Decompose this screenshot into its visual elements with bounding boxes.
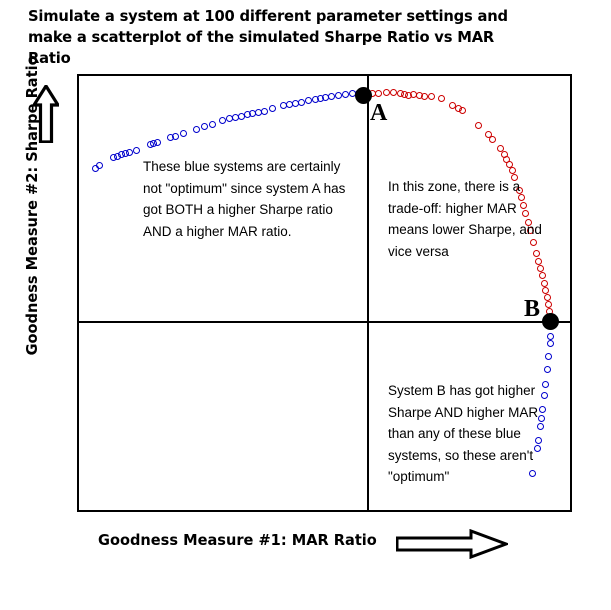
scatter-point (543, 293, 551, 301)
scatter-point (448, 101, 456, 109)
arrow-right-icon (395, 528, 511, 560)
marker-label-b: B (524, 296, 541, 322)
scatter-point (546, 332, 554, 340)
scatter-point (528, 469, 536, 477)
scatter-point (540, 279, 548, 287)
scatter-point (374, 89, 382, 97)
scatter-point (268, 104, 276, 112)
scatter-point (488, 135, 496, 143)
scatter-point (192, 125, 200, 133)
scatter-point (529, 238, 537, 246)
annotation-top-left: These blue systems are certainly not "op… (143, 159, 346, 239)
scatter-point (496, 144, 504, 152)
scatter-point (510, 173, 518, 181)
reference-line-horizontal (77, 321, 572, 323)
scatter-point (304, 96, 312, 104)
scatter-point (537, 414, 545, 422)
y-axis-label: Goodness Measure #2: Sharpe Ratio (23, 54, 41, 356)
scatter-point (382, 88, 390, 96)
reference-line-vertical (367, 74, 369, 512)
scatter-point (534, 257, 542, 265)
scatter-point (208, 120, 216, 128)
scatter-point (474, 121, 482, 129)
scatter-point (538, 405, 546, 413)
scatter-point (132, 146, 140, 154)
plot-frame (77, 74, 572, 512)
scatter-point (536, 422, 544, 430)
scatter-point (260, 107, 268, 115)
scatter-point (297, 98, 305, 106)
scatter-point (427, 92, 435, 100)
scatter-point (508, 166, 516, 174)
scatter-point (218, 116, 226, 124)
scatter-point (524, 218, 532, 226)
scatter-point (334, 91, 342, 99)
scatter-point (519, 201, 527, 209)
scatter-point (95, 161, 103, 169)
scatter-point (538, 271, 546, 279)
scatter-point (521, 209, 529, 217)
scatter-point (458, 106, 466, 114)
scatter-point (540, 391, 548, 399)
scatter-point (171, 132, 179, 140)
scatter-point (341, 90, 349, 98)
scatter-point (179, 129, 187, 137)
scatter-point (153, 138, 161, 146)
scatter-point (515, 186, 523, 194)
scatter-point (327, 92, 335, 100)
scatter-point (541, 380, 549, 388)
y-axis-label-wrap: Goodness Measure #2: Sharpe Ratio (23, 0, 53, 415)
scatter-point (420, 92, 428, 100)
scatter-point (517, 193, 525, 201)
annotation-bottom-right: System B has got higher Sharpe AND highe… (388, 383, 539, 484)
scatter-point (484, 130, 492, 138)
scatter-point (389, 88, 397, 96)
scatter-point (536, 264, 544, 272)
scatter-point (533, 444, 541, 452)
scatter-point (526, 226, 534, 234)
scatter-point (546, 339, 554, 347)
scatter-point (125, 148, 133, 156)
marker-label-a: A (370, 100, 388, 126)
scatter-point (437, 94, 445, 102)
scatter-point (543, 365, 551, 373)
scatter-point (534, 436, 542, 444)
figure-title: Simulate a system at 100 different param… (28, 7, 508, 67)
scatter-point (544, 300, 552, 308)
annotation-top-right: In this zone, there is a trade-off: high… (388, 179, 542, 259)
marker-point-b (541, 312, 559, 330)
scatter-point (544, 352, 552, 360)
marker-point-a (354, 86, 372, 104)
scatter-point (541, 286, 549, 294)
x-axis-label: Goodness Measure #1: MAR Ratio (98, 531, 377, 549)
scatter-point (200, 122, 208, 130)
scatter-point (505, 160, 513, 168)
scatter-point (532, 249, 540, 257)
arrow-up-icon (31, 83, 61, 144)
